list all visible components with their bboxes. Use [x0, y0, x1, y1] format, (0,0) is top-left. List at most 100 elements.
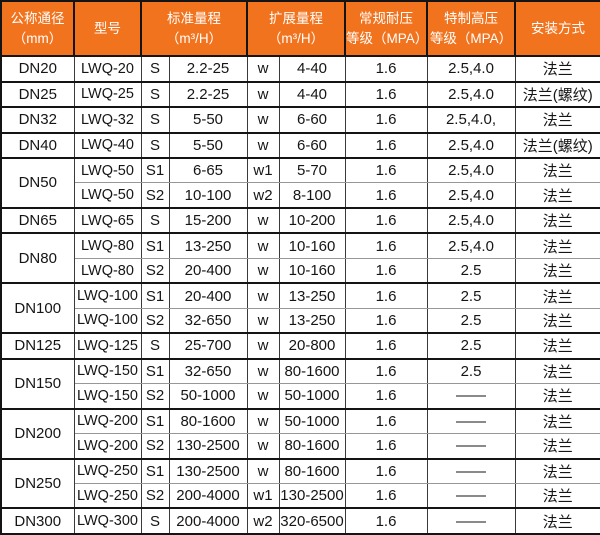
cell-ext-code: w: [246, 206, 280, 234]
cell-std-range: 6-65: [168, 157, 248, 184]
cell-high-pressure: 2.5,4.0: [426, 55, 516, 82]
cell-std-range: 130-2500: [168, 433, 248, 460]
cell-std-code: S1: [140, 357, 170, 385]
cell-install: 法兰: [514, 282, 600, 309]
cell-dn: DN80: [0, 232, 75, 284]
cell-std-range: 20-400: [168, 257, 248, 284]
cell-ext-range: 80-1600: [278, 357, 346, 385]
cell-model: LWQ-50: [73, 182, 142, 209]
cell-ext-code: w: [246, 55, 280, 82]
cell-high-pressure: 2.5,4.0: [426, 232, 516, 259]
cell-std-range: 25-700: [168, 332, 248, 360]
table-row: LWQ-200 S2 130-2500 w 80-1600 1.6 —— 法兰: [1, 433, 600, 460]
cell-normal-pressure: 1.6: [344, 106, 428, 133]
table-row: DN100 LWQ-100 S1 20-400 w 13-250 1.6 2.5…: [0, 282, 600, 334]
cell-dn: DN25: [0, 80, 75, 108]
cell-high-pressure: ——: [426, 433, 516, 460]
cell-model: LWQ-32: [73, 106, 142, 133]
cell-std-code: S2: [140, 182, 170, 209]
cell-model: LWQ-200: [73, 433, 142, 460]
cell-model: LWQ-250: [73, 482, 142, 509]
cell-normal-pressure: 1.6: [344, 482, 428, 509]
cell-model: LWQ-40: [73, 131, 142, 159]
cell-high-pressure: 2.5,4.0,: [426, 106, 516, 133]
cell-normal-pressure: 1.6: [344, 383, 428, 410]
cell-normal-pressure: 1.6: [344, 232, 428, 259]
cell-model: LWQ-25: [73, 80, 142, 108]
cell-ext-range: 10-200: [278, 206, 346, 234]
cell-ext-code: w: [246, 407, 280, 435]
cell-install: 法兰: [514, 507, 600, 535]
cell-ext-range: 50-1000: [278, 383, 346, 410]
cell-high-pressure: ——: [426, 407, 516, 435]
cell-model: LWQ-65: [73, 206, 142, 234]
cell-std-range: 130-2500: [168, 457, 248, 484]
table-row: DN50 LWQ-50 S1 6-65 w1 5-70 1.6 2.5,4.0 …: [0, 157, 600, 209]
cell-std-code: S: [140, 332, 170, 360]
cell-ext-code: w: [246, 80, 280, 108]
cell-install: 法兰: [514, 433, 600, 460]
cell-std-range: 5-50: [168, 131, 248, 159]
cell-std-range: 200-4000: [168, 482, 248, 509]
cell-ext-range: 4-40: [278, 80, 346, 108]
cell-std-code: S: [140, 507, 170, 535]
cell-ext-code: w: [246, 106, 280, 133]
cell-normal-pressure: 1.6: [344, 131, 428, 159]
cell-std-range: 2.2-25: [168, 55, 248, 82]
cell-high-pressure: 2.5,4.0: [426, 80, 516, 108]
cell-std-range: 20-400: [168, 282, 248, 309]
cell-model: LWQ-20: [73, 55, 142, 82]
cell-dn: DN32: [0, 106, 75, 133]
cell-model: LWQ-100: [73, 307, 142, 334]
cell-high-pressure: 2.5: [426, 257, 516, 284]
cell-ext-range: 10-160: [278, 232, 346, 259]
cell-normal-pressure: 1.6: [344, 407, 428, 435]
cell-model: LWQ-300: [73, 507, 142, 535]
cell-high-pressure: 2.5: [426, 332, 516, 360]
table-row: DN20 LWQ-20 S 2.2-25 w 4-40 1.6 2.5,4.0 …: [0, 55, 600, 82]
cell-install: 法兰: [514, 357, 600, 385]
cell-ext-code: w: [246, 257, 280, 284]
cell-ext-range: 80-1600: [278, 457, 346, 484]
header-high-pressure: 特制高压 等级（MPA）: [426, 0, 516, 57]
cell-std-range: 32-650: [168, 307, 248, 334]
cell-ext-range: 6-60: [278, 131, 346, 159]
cell-install: 法兰: [514, 206, 600, 234]
header-extended-range: 扩展量程 （m³/H）: [246, 0, 346, 57]
cell-std-range: 13-250: [168, 232, 248, 259]
cell-dn: DN125: [0, 332, 75, 360]
cell-normal-pressure: 1.6: [344, 182, 428, 209]
cell-std-code: S: [140, 55, 170, 82]
cell-high-pressure: ——: [426, 457, 516, 484]
cell-high-pressure: 2.5: [426, 357, 516, 385]
cell-dn: DN250: [0, 457, 75, 509]
cell-normal-pressure: 1.6: [344, 507, 428, 535]
cell-model: LWQ-200: [73, 407, 142, 435]
header-nominal-diameter: 公称通径 （mm）: [0, 0, 75, 57]
table-row: DN32 LWQ-32 S 5-50 w 6-60 1.6 2.5,4.0, 法…: [0, 106, 600, 133]
cell-high-pressure: 2.5: [426, 307, 516, 334]
table-row: LWQ-250 S2 200-4000 w1 130-2500 1.6 —— 法…: [1, 482, 600, 509]
cell-install: 法兰: [514, 106, 600, 133]
cell-std-code: S2: [140, 257, 170, 284]
cell-ext-range: 10-160: [278, 257, 346, 284]
cell-normal-pressure: 1.6: [344, 282, 428, 309]
table-row: LWQ-80 S2 20-400 w 10-160 1.6 2.5 法兰: [1, 257, 600, 284]
table-row: DN150 LWQ-150 S1 32-650 w 80-1600 1.6 2.…: [0, 357, 600, 410]
cell-normal-pressure: 1.6: [344, 257, 428, 284]
cell-normal-pressure: 1.6: [344, 332, 428, 360]
cell-ext-range: 20-800: [278, 332, 346, 360]
cell-install: 法兰: [514, 257, 600, 284]
cell-std-code: S1: [140, 282, 170, 309]
cell-install: 法兰: [514, 482, 600, 509]
table-row: LWQ-50 S2 10-100 w2 8-100 1.6 2.5,4.0 法兰: [1, 182, 600, 209]
cell-std-code: S1: [140, 232, 170, 259]
cell-std-code: S1: [140, 407, 170, 435]
cell-dn: DN65: [0, 206, 75, 234]
cell-normal-pressure: 1.6: [344, 157, 428, 184]
cell-model: LWQ-250: [73, 457, 142, 484]
cell-ext-code: w1: [246, 482, 280, 509]
cell-ext-range: 6-60: [278, 106, 346, 133]
table-row: DN300 LWQ-300 S 200-4000 w2 320-6500 1.6…: [0, 507, 600, 535]
